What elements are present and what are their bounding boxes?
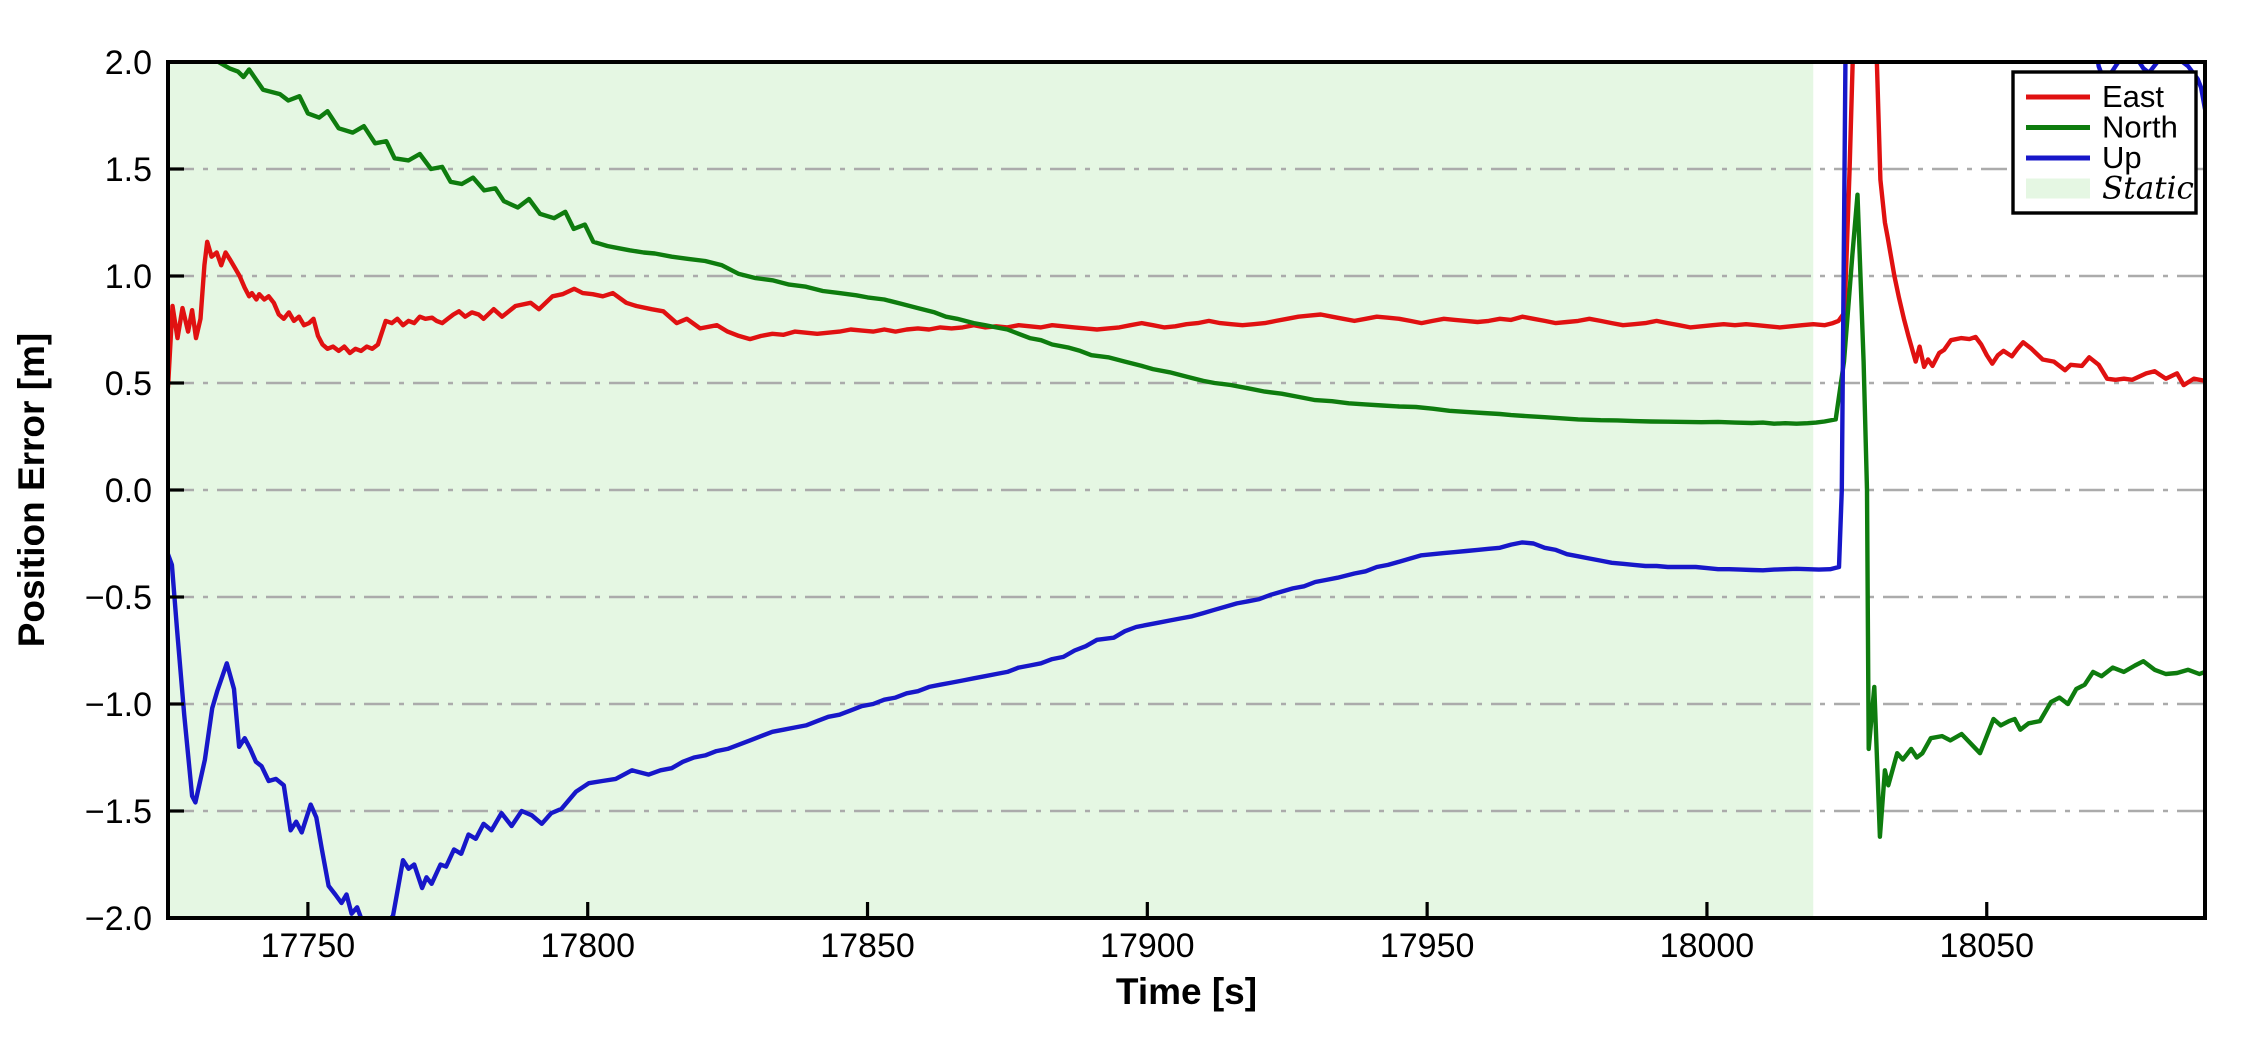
legend-label-north: North <box>2102 110 2178 145</box>
series-north-line <box>215 62 2205 839</box>
x-axis-title: Time [s] <box>1116 971 1257 1012</box>
x-tick-label: 17950 <box>1380 927 1475 965</box>
x-tick-label: 17750 <box>261 927 356 965</box>
y-tick-label: 1.5 <box>105 151 152 189</box>
y-tick-label: 0.5 <box>105 365 152 403</box>
x-tick-label: 17900 <box>1100 927 1195 965</box>
x-axis: 17750 17800 17850 17900 17950 18000 18050 <box>261 902 2034 965</box>
legend-label-east: East <box>2102 79 2164 114</box>
y-axis: −2.0 −1.5 −1.0 −0.5 0.0 0.5 1.0 1.5 2.0 <box>85 44 184 938</box>
y-tick-label: 0.0 <box>105 472 152 510</box>
series-up-line <box>168 62 2205 918</box>
legend-label-static: Static <box>2102 171 2194 207</box>
legend-label-up: Up <box>2102 140 2142 175</box>
y-axis-title: Position Error [m] <box>11 333 52 648</box>
x-tick-label: 18050 <box>1939 927 2034 965</box>
y-tick-label: 2.0 <box>105 44 152 82</box>
y-tick-label: −0.5 <box>85 579 152 617</box>
x-tick-label: 17800 <box>540 927 635 965</box>
x-tick-label: 17850 <box>820 927 915 965</box>
series-group <box>168 62 2205 918</box>
y-tick-label: 1.0 <box>105 258 152 296</box>
legend-swatch-static <box>2026 178 2090 199</box>
y-tick-label: −1.0 <box>85 686 152 724</box>
y-tick-label: −2.0 <box>85 900 152 938</box>
series-east-line <box>168 62 2205 390</box>
y-tick-label: −1.5 <box>85 793 152 831</box>
x-tick-label: 18000 <box>1660 927 1755 965</box>
gridlines <box>168 167 2205 813</box>
